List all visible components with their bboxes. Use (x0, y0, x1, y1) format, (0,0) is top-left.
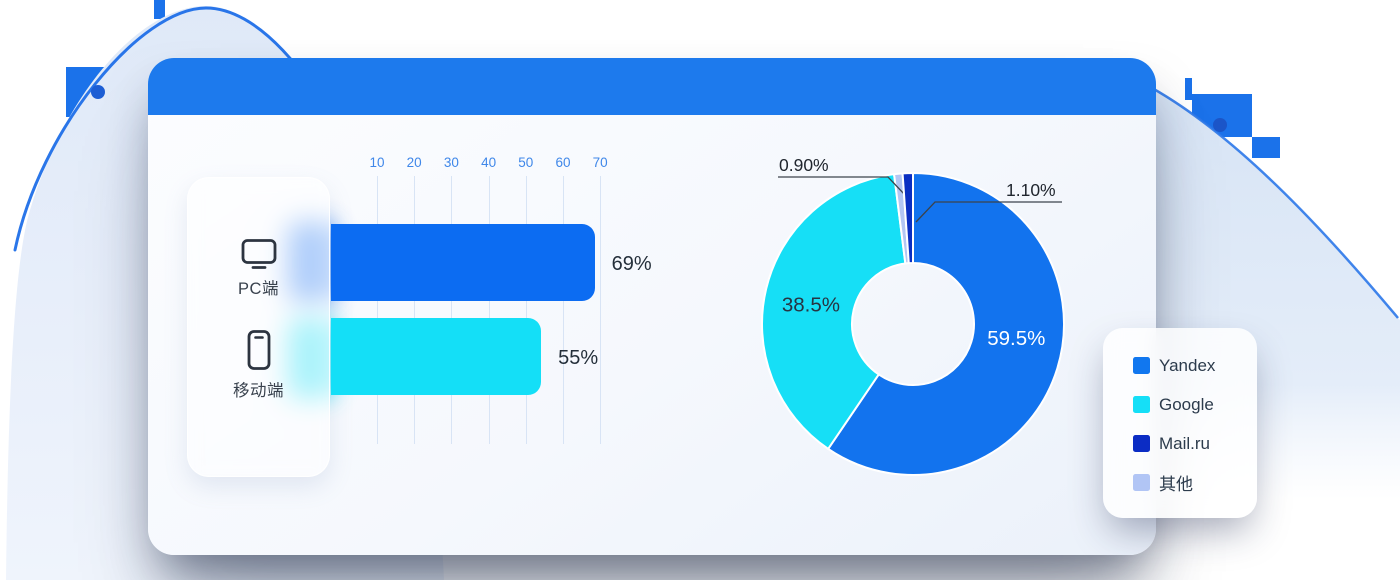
legend-label: Google (1159, 394, 1214, 414)
legend-swatch (1133, 435, 1150, 452)
desktop-icon (241, 239, 276, 269)
legend: Yandex Google Mail.ru 其他 (1103, 328, 1257, 518)
category-panel (187, 177, 330, 477)
bar-pc[interactable] (331, 224, 595, 301)
legend-item-google[interactable]: Google (1133, 394, 1257, 414)
deco-dot-right (1213, 118, 1227, 132)
legend-swatch (1133, 396, 1150, 413)
category-pc: PC端 (187, 238, 330, 299)
legend-swatch (1133, 474, 1150, 491)
deco-dome-right-stroke (1151, 86, 1399, 319)
legend-item-mail-ru[interactable]: Mail.ru (1133, 433, 1257, 453)
legend-item-[interactable]: 其他 (1133, 474, 1257, 494)
legend-swatch (1133, 357, 1150, 374)
legend-label: Mail.ru (1159, 433, 1211, 453)
donut-slice-mail.ru[interactable] (901, 172, 914, 265)
deco-rect-right-small (1252, 137, 1280, 158)
deco-bar-right-thin (1185, 78, 1192, 100)
legend-item-yandex[interactable]: Yandex (1133, 355, 1257, 375)
bar-mobile[interactable] (331, 318, 542, 395)
deco-bar-top-left (154, 0, 165, 19)
card-header (148, 58, 1156, 115)
mobile-icon (247, 330, 270, 370)
donut-slice-yandex[interactable] (827, 172, 1065, 476)
legend-label: 其他 (1159, 475, 1193, 494)
legend-label: Yandex (1159, 355, 1216, 375)
category-pc-label: PC端 (238, 280, 279, 298)
category-mobile: 移动端 (187, 329, 330, 401)
category-mobile-label: 移动端 (233, 382, 284, 400)
deco-dot-left (91, 85, 105, 99)
